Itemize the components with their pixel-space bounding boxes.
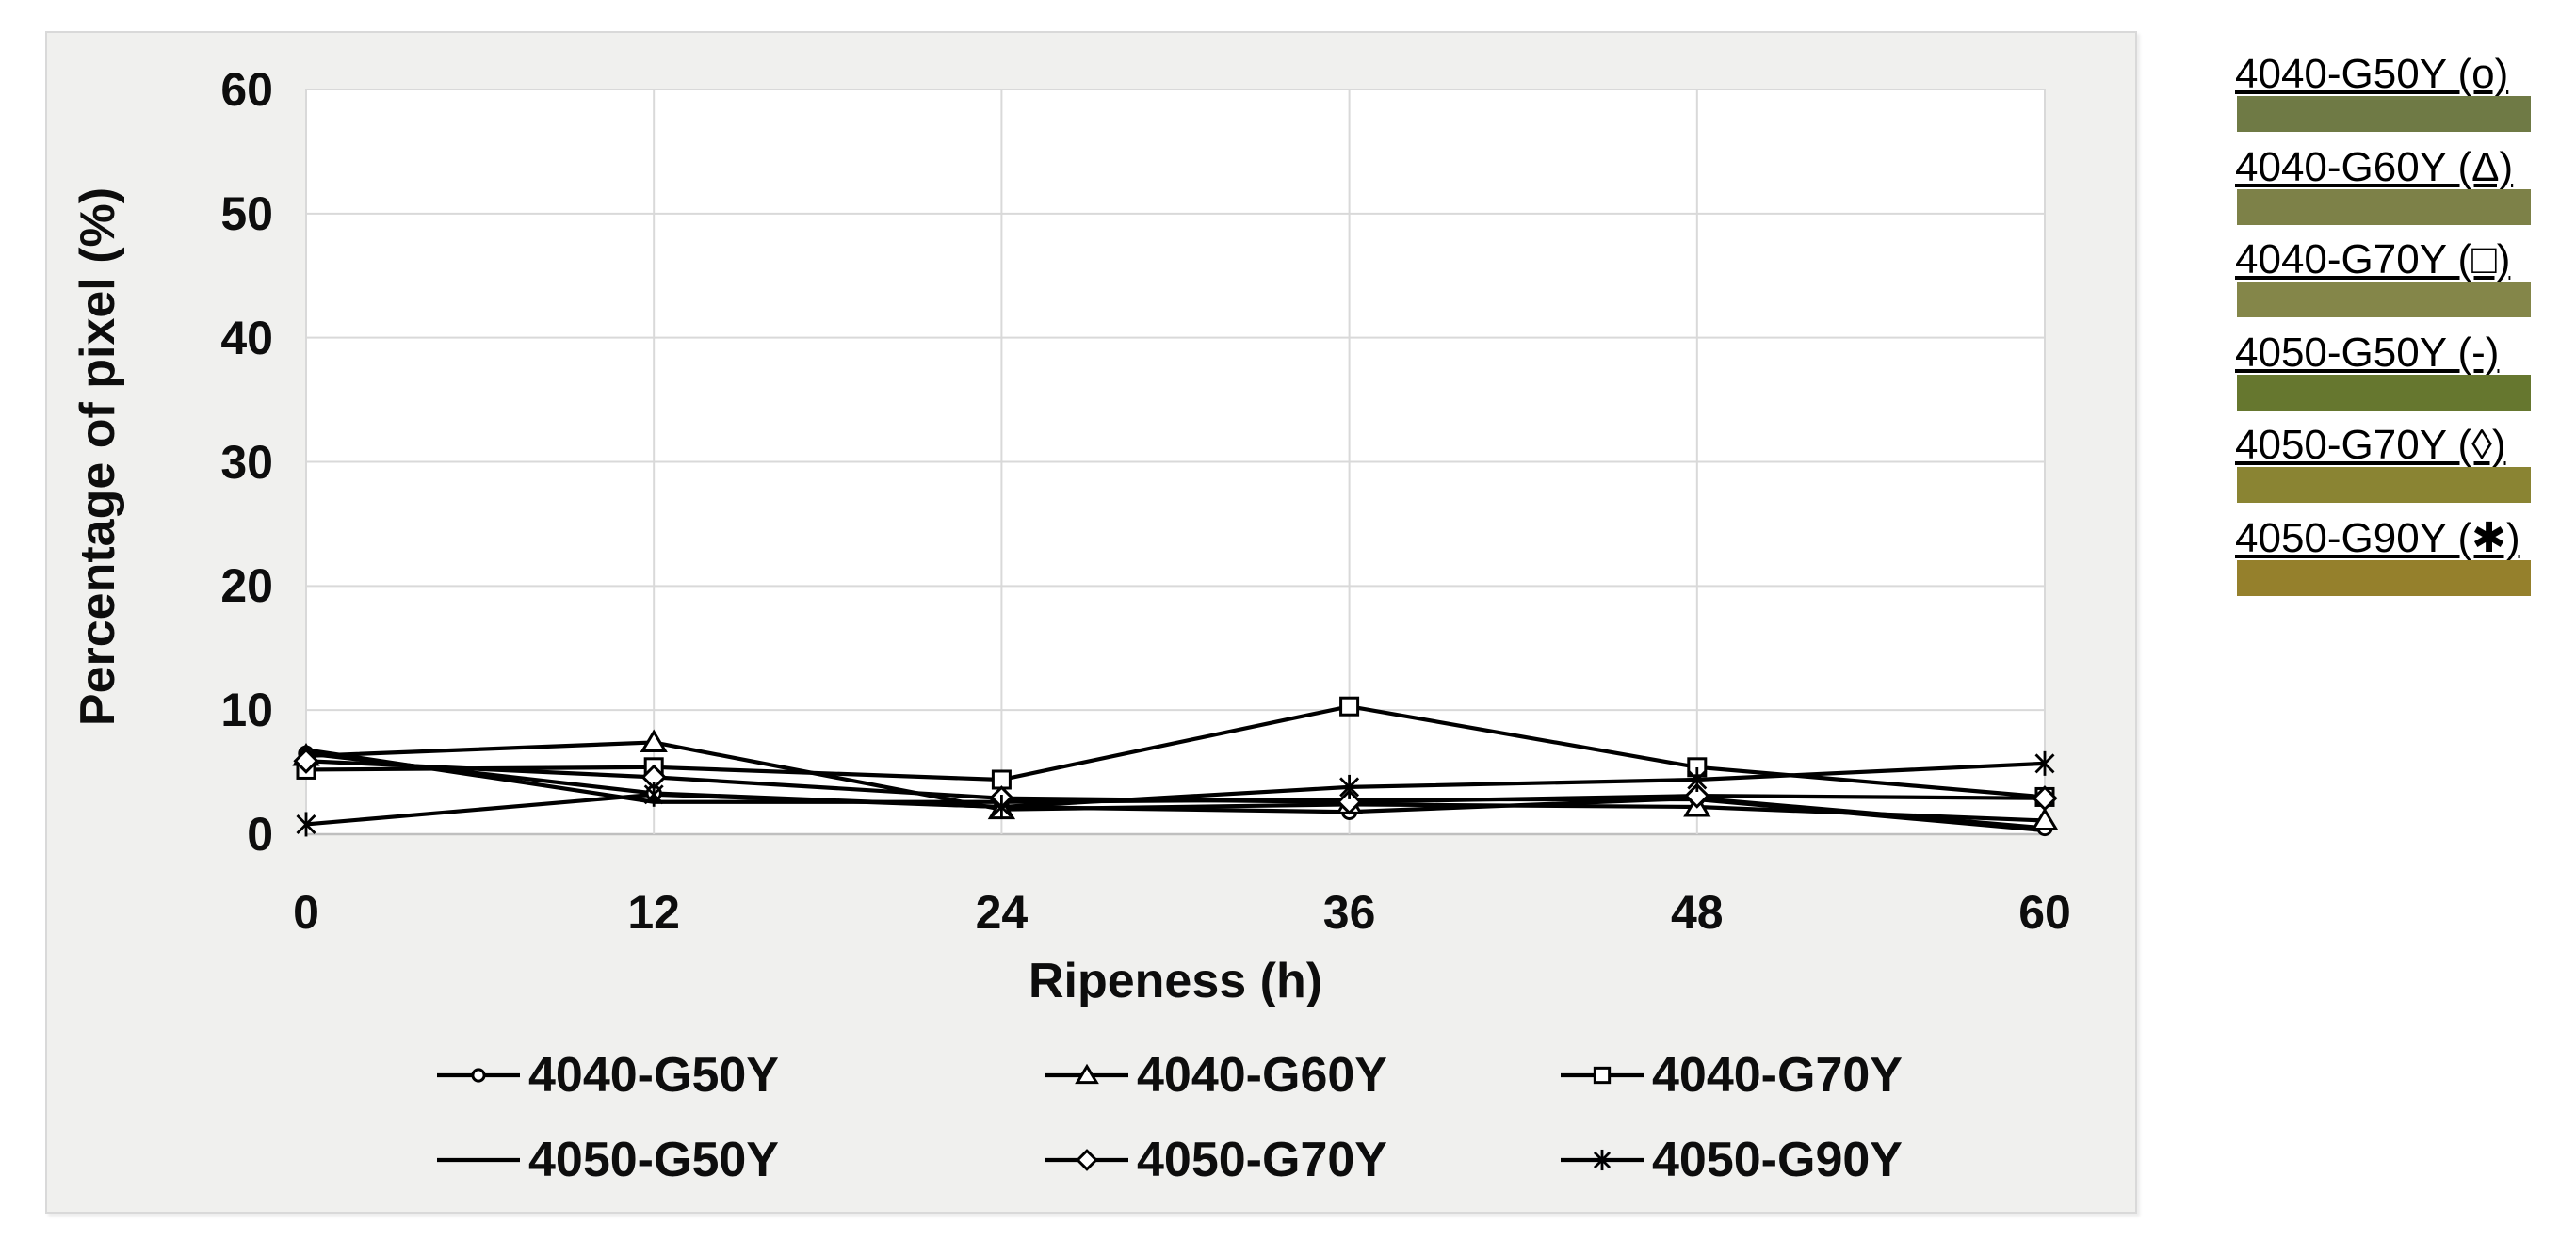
x-tick-label: 60 xyxy=(2018,886,2071,939)
side-legend-label-4040-G50Y: 4040-G50Y (o) xyxy=(2235,51,2509,97)
legend-marker-square xyxy=(1561,1066,1644,1085)
legend-item-4050-G50Y: 4050-G50Y xyxy=(435,1130,779,1190)
legend-marker-star xyxy=(1561,1149,1644,1171)
color-swatch xyxy=(2237,560,2531,596)
side-legend-label-4050-G70Y: 4050-G70Y (◊) xyxy=(2235,422,2506,468)
legend-label: 4040-G60Y xyxy=(1137,1048,1387,1103)
legend-item-4040-G60Y: 4040-G60Y xyxy=(1044,1045,1387,1105)
side-legend-label-4040-G60Y: 4040-G60Y (Δ) xyxy=(2235,144,2514,190)
series-4050-G90Y-line xyxy=(305,761,2046,827)
y-tick-label: 40 xyxy=(220,311,273,364)
series-4040-G70Y-line xyxy=(305,704,2046,799)
side-legend-label-4050-G90Y: 4050-G90Y (✱) xyxy=(2235,515,2520,561)
y-tick-label: 20 xyxy=(220,559,273,613)
legend-marker-diamond xyxy=(1045,1149,1128,1171)
y-tick-label: 0 xyxy=(247,808,273,861)
series-4050-G70Y-line xyxy=(305,759,2046,804)
y-tick-label: 60 xyxy=(220,63,273,116)
series-4040-G60Y-line xyxy=(305,740,2046,823)
legend-label: 4040-G50Y xyxy=(528,1048,779,1103)
x-axis-title: Ripeness (h) xyxy=(1028,954,1323,1008)
legend-label: 4050-G50Y xyxy=(528,1133,779,1187)
side-legend-label-4050-G50Y: 4050-G50Y (-) xyxy=(2235,330,2500,376)
y-tick-label: 10 xyxy=(220,684,273,737)
y-tick-label: 50 xyxy=(220,186,273,240)
x-tick-label: 0 xyxy=(293,886,319,939)
legend-item-4050-G70Y: 4050-G70Y xyxy=(1044,1130,1387,1190)
color-swatch xyxy=(2237,282,2531,317)
legend-marker-none xyxy=(437,1157,520,1163)
color-swatch xyxy=(2237,467,2531,503)
x-tick-label: 24 xyxy=(975,886,1029,939)
x-tick-label: 36 xyxy=(1322,886,1376,939)
series-4050-G70Y-markers xyxy=(293,748,2058,815)
legend-label: 4050-G90Y xyxy=(1652,1133,1903,1187)
side-legend-label-4040-G70Y: 4040-G70Y (□) xyxy=(2235,236,2511,282)
x-tick-label: 12 xyxy=(627,886,680,939)
legend-label: 4050-G70Y xyxy=(1137,1133,1387,1187)
legend-item-4040-G50Y: 4040-G50Y xyxy=(435,1045,779,1105)
legend-item-4050-G90Y: 4050-G90Y xyxy=(1559,1130,1903,1190)
color-swatch xyxy=(2237,96,2531,132)
legend-marker-triangle xyxy=(1045,1063,1128,1085)
color-swatch xyxy=(2237,375,2531,411)
color-swatch xyxy=(2237,189,2531,225)
legend-label: 4040-G70Y xyxy=(1652,1048,1903,1103)
plot-area xyxy=(292,89,2059,837)
legend-marker-circle xyxy=(437,1068,520,1083)
series-4050-G90Y-markers xyxy=(296,750,2055,837)
y-tick-label: 30 xyxy=(220,435,273,489)
legend-item-4040-G70Y: 4040-G70Y xyxy=(1559,1045,1903,1105)
x-tick-label: 48 xyxy=(1670,886,1724,939)
